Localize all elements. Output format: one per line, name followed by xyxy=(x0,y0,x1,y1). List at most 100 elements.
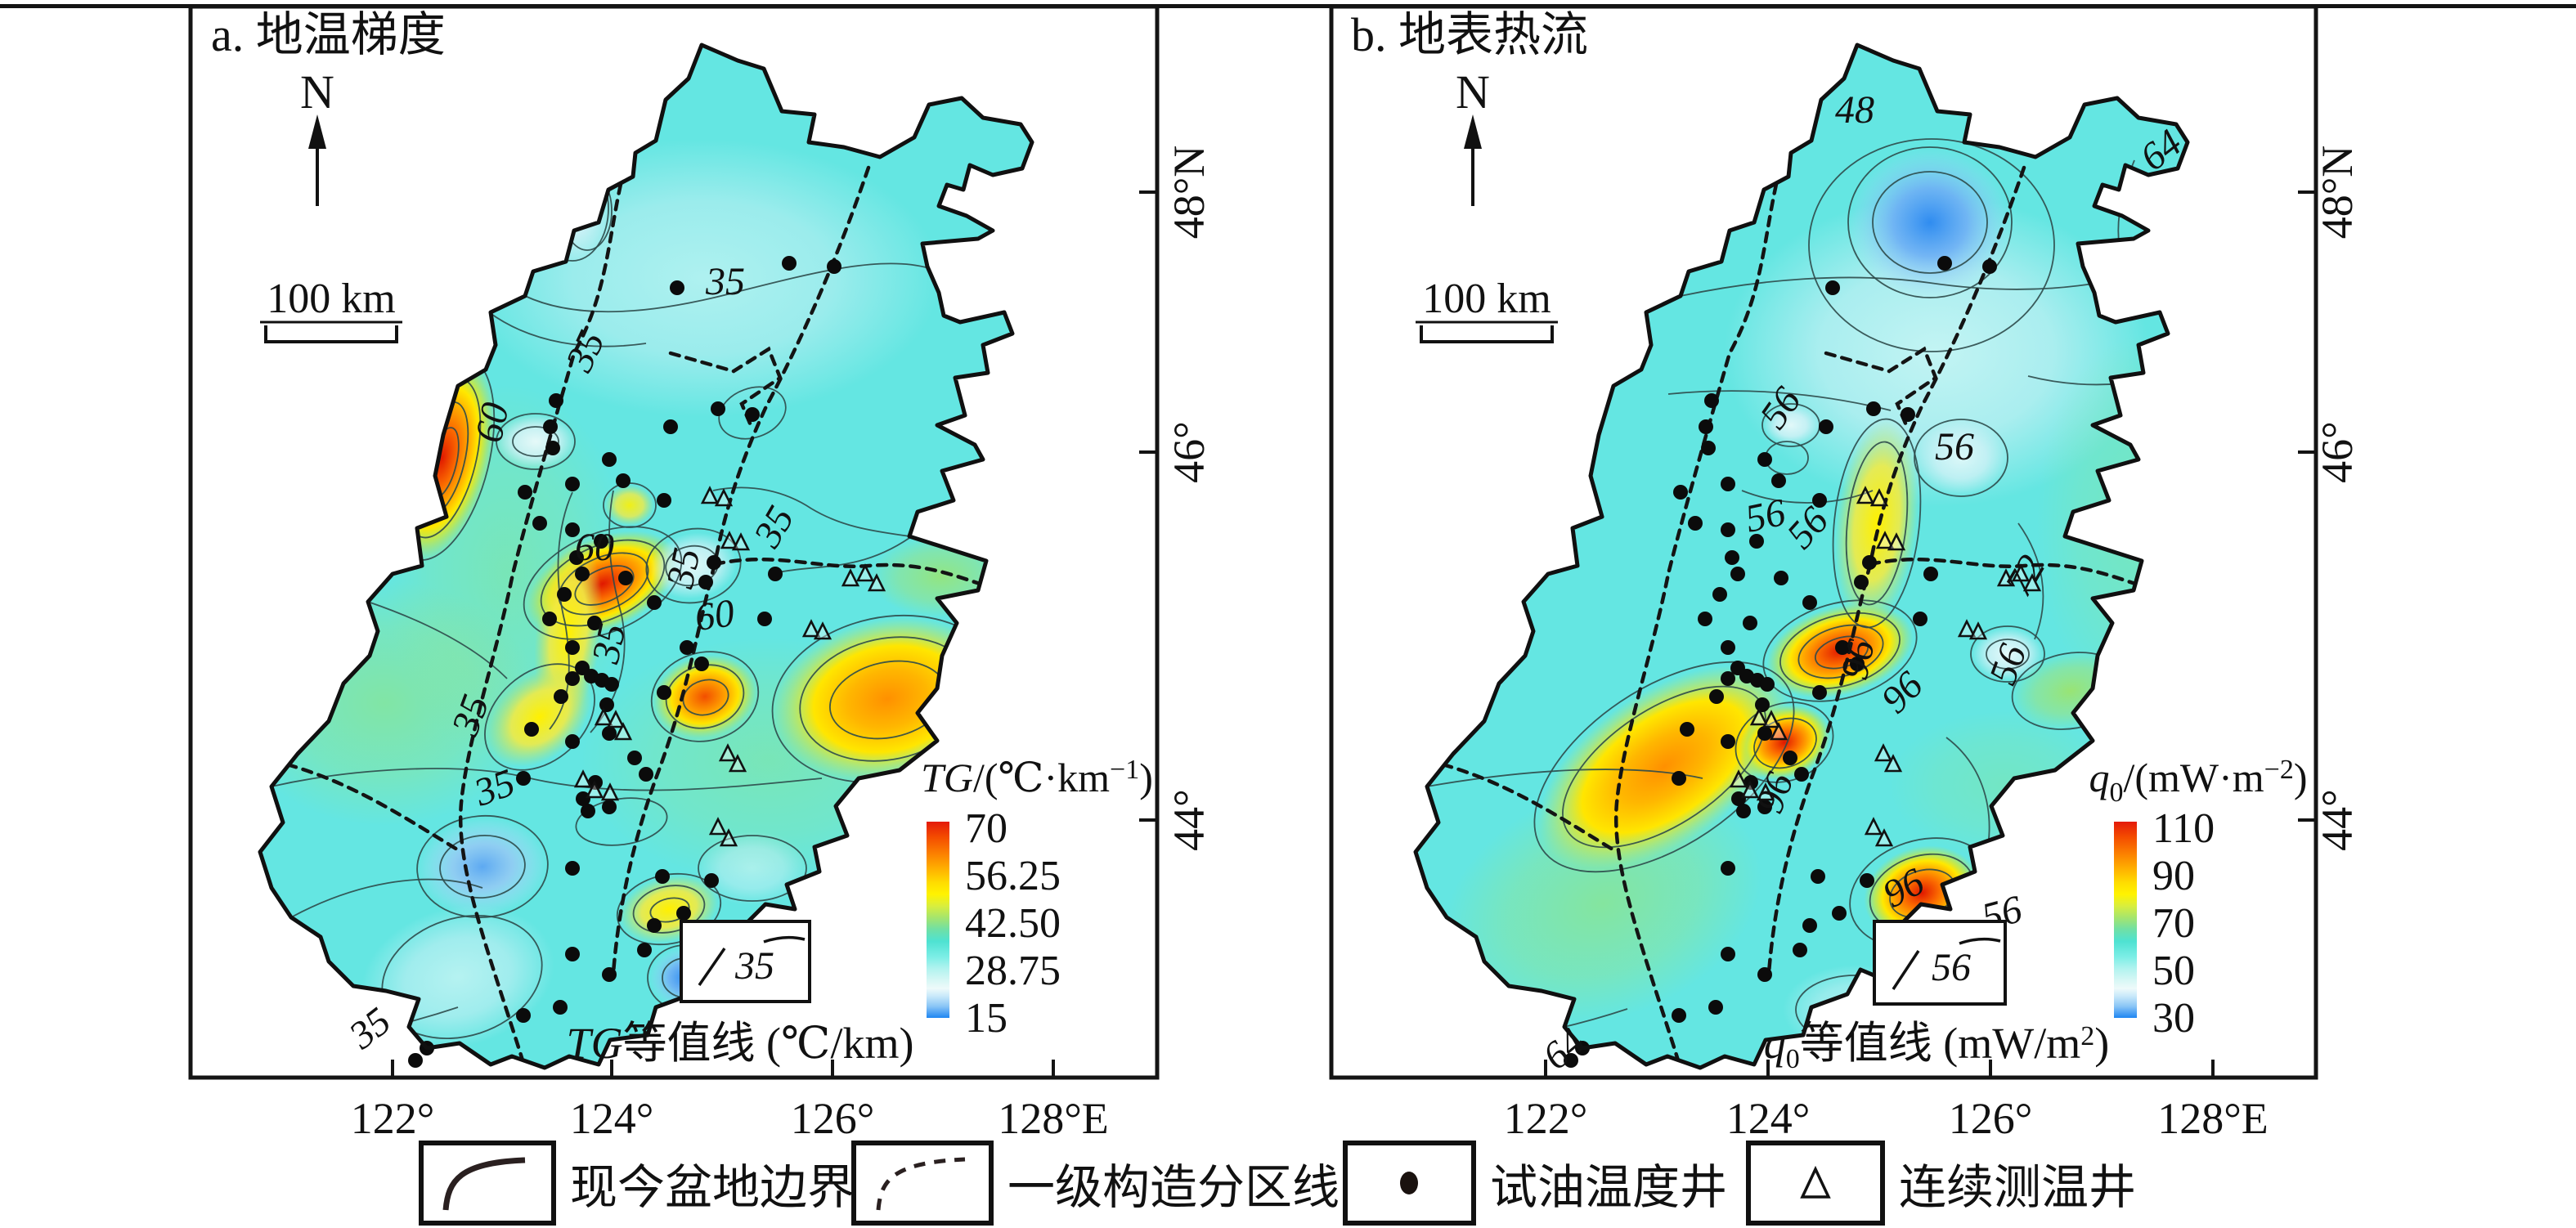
bottom-legend: 现今盆地边界 一级构造分区线 试油温度井 连续测温井 xyxy=(419,1141,2136,1226)
scale-label-b: 100 km xyxy=(1422,276,1551,322)
axes: 122° 124° 126° 128°E48°N46°44°7056.2542.502… xyxy=(351,146,2362,1143)
legend-label-basin-boundary: 现今盆地边界 xyxy=(570,1161,855,1214)
scale-bar-b: 100 km xyxy=(1416,276,1558,343)
well-dot xyxy=(1757,800,1772,814)
north-label-b: N xyxy=(1456,65,1490,119)
colorbar-tick-label: 70 xyxy=(2152,900,2195,947)
well-triangle xyxy=(1869,488,1889,507)
well-dot xyxy=(602,800,617,814)
colorbar-a-gradient xyxy=(927,822,949,1018)
contour-ring xyxy=(416,814,549,919)
well-dot xyxy=(1749,534,1764,549)
contour-label: 35 xyxy=(658,545,709,593)
well-dot xyxy=(1721,671,1735,686)
well-triangle xyxy=(606,710,626,728)
well-dot xyxy=(1923,567,1938,581)
inset-b-value: 56 xyxy=(1932,946,1971,989)
contour-ring xyxy=(439,834,526,899)
well-dot xyxy=(637,943,652,957)
y-tick-label: 46° xyxy=(2313,421,2362,483)
contour-line xyxy=(590,490,626,733)
well-dot xyxy=(1771,473,1786,488)
contour-ring xyxy=(1808,138,2055,352)
colorbar-b: q0/(mW·m−2) xyxy=(2089,755,2308,1018)
well-triangle xyxy=(1756,782,1775,801)
tectonic-dashed-line xyxy=(611,562,717,975)
well-dot xyxy=(827,259,841,274)
heat-spot xyxy=(466,139,940,417)
well-dot xyxy=(518,485,532,500)
well-dot xyxy=(1794,767,1809,782)
basin-outline-a xyxy=(258,43,1034,1070)
tectonic-dashed-line xyxy=(459,135,636,1065)
well-dot xyxy=(1672,1008,1686,1023)
colorbar-tick-label: 56.25 xyxy=(965,853,1061,899)
legend-item-basin-boundary: 现今盆地边界 xyxy=(419,1141,855,1226)
north-arrowhead-icon xyxy=(1464,114,1482,149)
well-triangle xyxy=(613,722,633,741)
well-dot xyxy=(565,947,580,961)
contour-ring xyxy=(645,527,742,604)
well-dot xyxy=(663,419,678,434)
well-dot xyxy=(639,767,653,782)
basin-outline-b xyxy=(1413,43,2190,1070)
well-dot xyxy=(657,685,671,700)
colorbar-b-title: q0/(mW·m−2) xyxy=(2089,755,2307,808)
heat-spot xyxy=(1834,419,1919,628)
well-dot xyxy=(745,407,760,422)
well-dot xyxy=(647,595,662,610)
x-tick-label: 124° xyxy=(1726,1094,1811,1143)
well-triangle xyxy=(1740,780,1760,799)
well-triangle xyxy=(855,563,875,582)
panel-b-frame xyxy=(1329,4,2318,1080)
contour-line xyxy=(1426,769,1703,787)
well-dot xyxy=(1736,804,1751,818)
contour-ring xyxy=(632,885,706,934)
contour-ring xyxy=(1986,639,2030,670)
well-dot xyxy=(676,906,691,921)
well-dot xyxy=(524,722,539,737)
well-triangle xyxy=(2022,573,2042,592)
well-dot xyxy=(565,522,580,537)
well-triangle xyxy=(720,531,739,549)
legend-label-tectonic-line: 一级构造分区线 xyxy=(1008,1161,1340,1214)
well-dot xyxy=(670,280,684,295)
well-dot xyxy=(1811,869,1825,884)
contour-ring xyxy=(1753,717,1817,769)
well-dot xyxy=(1866,401,1881,416)
well-dot xyxy=(647,918,662,933)
well-dot xyxy=(1564,1053,1578,1068)
well-triangle xyxy=(719,828,738,847)
basin-fill-a xyxy=(260,45,1032,1068)
well-dot xyxy=(768,567,783,581)
well-dot xyxy=(1721,640,1735,655)
legend-item-tectonic-line: 一级构造分区线 xyxy=(851,1141,1340,1226)
well-dot xyxy=(542,612,557,626)
well-dot xyxy=(554,689,568,704)
well-triangle xyxy=(813,621,832,640)
contour-label: 56 xyxy=(1935,425,1974,468)
well-triangle xyxy=(1883,754,1903,773)
well-dot xyxy=(602,452,617,467)
well-dot xyxy=(1699,419,1713,434)
contour-line xyxy=(712,486,910,537)
well-triangle xyxy=(841,568,860,587)
tectonic-lines-a xyxy=(269,135,982,1065)
well-triangle xyxy=(728,754,747,773)
well-dot xyxy=(1757,452,1772,467)
well-dot xyxy=(1901,407,1915,422)
wells-b xyxy=(1564,256,2042,1068)
tectonic-dashed-line xyxy=(1425,758,1619,854)
well-dot xyxy=(1721,734,1735,749)
well-dot xyxy=(1760,677,1775,692)
scale-bar-a: 100 km xyxy=(260,276,402,343)
contour-ring xyxy=(512,426,559,457)
well-dot xyxy=(1721,947,1735,961)
well-triangle xyxy=(594,707,613,726)
colorbar-a: TG/(℃·km−1) xyxy=(921,755,1153,1018)
well-triangle xyxy=(700,486,720,504)
well-triangle xyxy=(1887,532,1906,551)
heat-spot xyxy=(649,532,738,599)
